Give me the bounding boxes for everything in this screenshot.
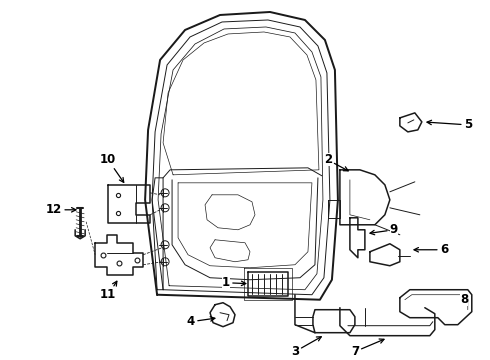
Text: 1: 1 — [222, 276, 246, 289]
Text: 12: 12 — [46, 203, 76, 216]
Text: 3: 3 — [291, 337, 321, 358]
Text: 7: 7 — [351, 339, 384, 358]
Text: 10: 10 — [100, 153, 124, 183]
Text: 11: 11 — [100, 281, 117, 301]
Text: 4: 4 — [187, 315, 215, 328]
Text: 6: 6 — [414, 243, 448, 256]
Text: 8: 8 — [460, 293, 468, 306]
Text: 2: 2 — [324, 153, 348, 171]
Text: 9: 9 — [370, 223, 398, 236]
Text: 5: 5 — [427, 118, 472, 131]
